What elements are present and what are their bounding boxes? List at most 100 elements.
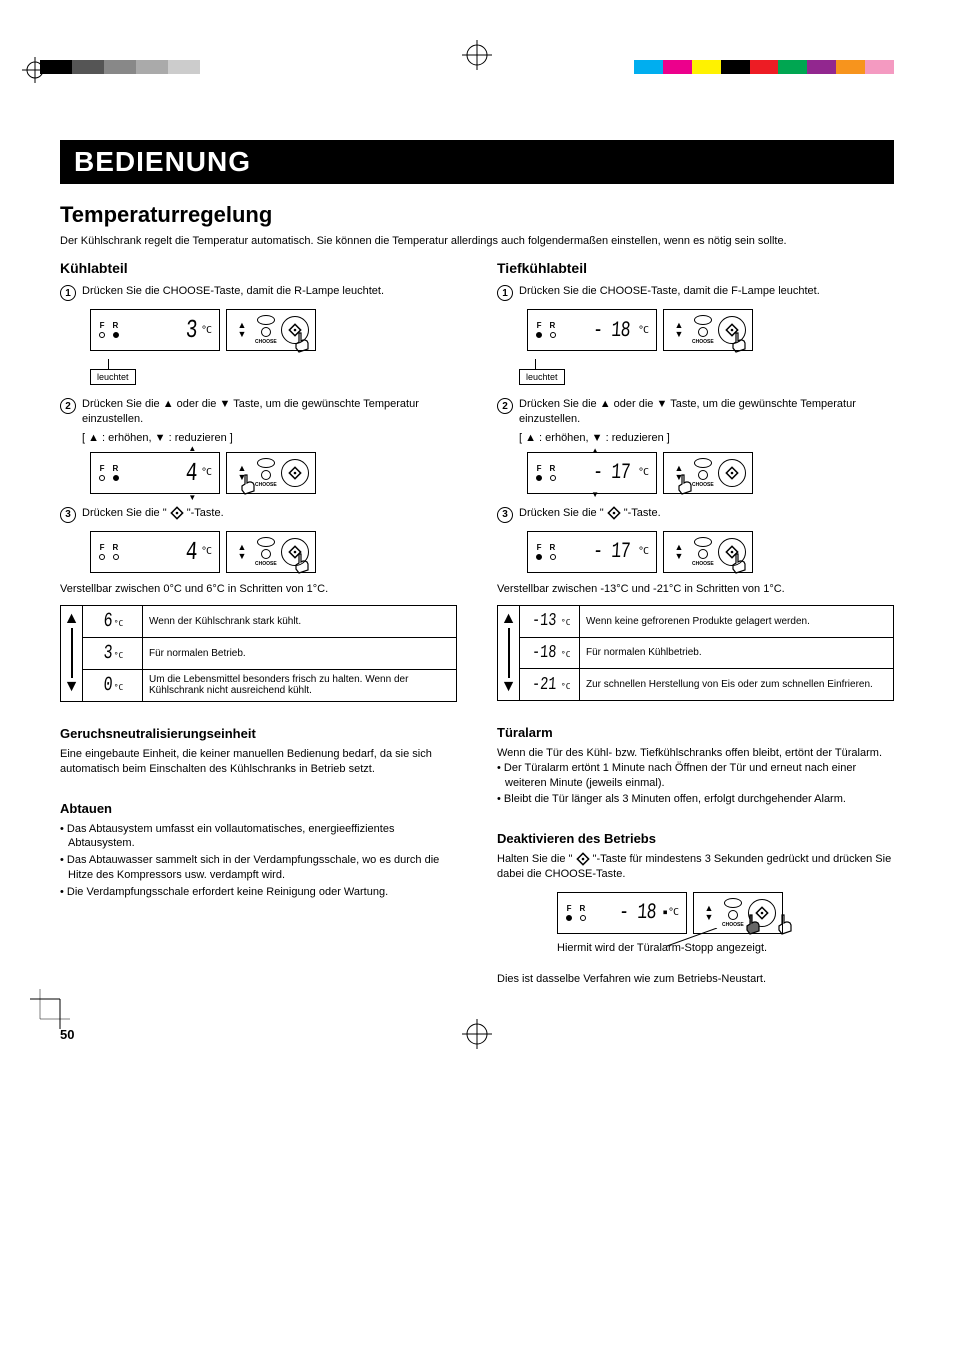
right-step-1: 1 Drücken Sie die CHOOSE-Taste, damit di… [497,284,894,301]
step-text: Drücken Sie die CHOOSE-Taste, damit die … [519,284,820,298]
temp-value: 3 [185,315,198,345]
grey-swatches [40,60,200,74]
turalarm-heading: Türalarm [497,725,894,740]
callout-line [108,359,457,369]
leuchtet-label: leuchtet [519,369,565,385]
tiefkuhlabteil-heading: Tiefkühlabteil [497,260,894,276]
choose-button[interactable]: CHOOSE [692,315,714,345]
choose-button[interactable]: CHOOSE [692,537,714,567]
arrow-scale-icon: ▲▼ [61,606,82,700]
list-item: Der Türalarm ertönt 1 Minute nach Öffnen… [497,761,894,791]
left-step-3: 3 Drücken Sie die " "-Taste. [60,506,457,523]
abtauen-list: Das Abtausystem umfasst ein vollautomati… [60,822,457,900]
temp-value: - 18 [592,318,630,343]
range-caption: Verstellbar zwischen 0°C und 6°C in Schr… [60,583,457,595]
abtauen-heading: Abtauen [60,801,457,816]
hand-pointer-icon [290,551,314,580]
hand-pointer-icon [236,472,260,501]
list-item: Die Verdampfungsschale erfordert keine R… [60,885,457,900]
step-number-icon: 3 [60,507,76,523]
set-button[interactable] [718,459,746,487]
up-down-button[interactable]: ▲▼ [233,543,251,561]
lcd-display: FR - 17°C [527,531,657,573]
color-swatches [634,60,894,74]
up-down-button[interactable]: ▲▼ [670,321,688,339]
arrow-scale-icon: ▲▼ [498,606,519,700]
step-number-icon: 2 [60,398,76,414]
temp-range-table: ▲▼ -13°C Wenn keine gefrorenen Produkte … [497,605,894,701]
section-title: Temperaturregelung [60,202,894,228]
hand-pointer-icon [727,330,751,359]
lcd-display: FR 3°C [90,309,220,351]
geruch-text: Eine eingebaute Einheit, die keiner manu… [60,747,457,777]
lcd-display: FR ▲ 4°C ▼ [90,452,220,494]
choose-button[interactable]: CHOOSE [255,315,277,345]
left-column: Kühlabteil 1 Drücken Sie die CHOOSE-Tast… [60,260,457,987]
display-panel-1: FR - 18°C ▲▼ CHOOSE [527,309,894,351]
leuchtet-label: leuchtet [90,369,136,385]
registration-mark-bottom [462,1019,492,1052]
temp-value: - 17 [592,539,630,564]
lcd-display: FR 4°C [90,531,220,573]
table-row: Zur schnellen Herstellung von Eis oder z… [580,669,894,701]
up-down-button[interactable]: ▲▼ [700,904,718,922]
display-panel-2: FR ▲ - 17°C ▼ ▲▼ CHOOSE [527,452,894,494]
corner-mark-bl [30,989,70,1032]
table-row: Wenn keine gefrorenen Produkte gelagert … [580,605,894,637]
page: BEDIENUNG Temperaturregelung Der Kühlsch… [0,0,954,1082]
step-number-icon: 1 [497,285,513,301]
left-step-1: 1 Drücken Sie die CHOOSE-Taste, damit di… [60,284,457,301]
registration-mark-top [462,40,492,73]
temp-value: 4 [185,458,198,488]
step-text: Drücken Sie die " "-Taste. [519,506,661,520]
hand-pointer-icon [673,472,697,501]
step-number-icon: 2 [497,398,513,414]
hand-pointer-icon [727,551,751,580]
table-row: Wenn der Kühlschrank stark kühlt. [143,605,457,637]
left-step-2: 2 Drücken Sie die ▲ oder die ▼ Taste, um… [60,397,457,426]
list-item: Das Abtauwasser sammelt sich in der Verd… [60,853,457,883]
two-column-layout: Kühlabteil 1 Drücken Sie die CHOOSE-Tast… [60,260,894,987]
temp-value: 4 [185,537,198,567]
range-caption: Verstellbar zwischen -13°C und -21°C in … [497,583,894,595]
deakt-text: Halten Sie die " "-Taste für mindestens … [497,852,894,882]
step2-note: [ ▲ : erhöhen, ▼ : reduzieren ] [519,432,894,444]
deakt-final: Dies ist dasselbe Verfahren wie zum Betr… [497,972,894,987]
step-text: Drücken Sie die " "-Taste. [82,506,224,520]
temp-value: - 18 [618,900,656,925]
callout-line [535,359,894,369]
kuhlabteil-heading: Kühlabteil [60,260,457,276]
right-step-2: 2 Drücken Sie die ▲ oder die ▼ Taste, um… [497,397,894,426]
deakt-callout: Hiermit wird der Türalarm-Stopp angezeig… [557,942,894,954]
step-text: Drücken Sie die CHOOSE-Taste, damit die … [82,284,384,298]
step-text: Drücken Sie die ▲ oder die ▼ Taste, um d… [519,397,894,426]
up-down-button[interactable]: ▲▼ [670,543,688,561]
temp-range-table: ▲▼ 6°C Wenn der Kühlschrank stark kühlt.… [60,605,457,702]
up-down-button[interactable]: ▲▼ [233,321,251,339]
lcd-display: FR ▲ - 17°C ▼ [527,452,657,494]
display-panel-2: FR ▲ 4°C ▼ ▲▼ CHOOSE [90,452,457,494]
turalarm-intro: Wenn die Tür des Kühl- bzw. Tiefkühlschr… [497,746,894,761]
table-row: Um die Lebensmittel besonders frisch zu … [143,669,457,701]
list-item: Bleibt die Tür länger als 3 Minuten offe… [497,792,894,807]
side-reg-left [20,55,50,88]
deakt-heading: Deaktivieren des Betriebs [497,831,894,846]
hand-pointer-icon [290,330,314,359]
set-button[interactable] [281,459,309,487]
lcd-display: FR - 18°C [527,309,657,351]
step-number-icon: 1 [60,285,76,301]
display-panel-3: FR - 17°C ▲▼ CHOOSE [527,531,894,573]
step2-note: [ ▲ : erhöhen, ▼ : reduzieren ] [82,432,457,444]
main-title: BEDIENUNG [60,140,894,184]
turalarm-list: Der Türalarm ertönt 1 Minute nach Öffnen… [497,761,894,808]
table-row: Für normalen Kühlbetrieb. [580,637,894,669]
display-panel-3: FR 4°C ▲▼ CHOOSE [90,531,457,573]
step-text: Drücken Sie die ▲ oder die ▼ Taste, um d… [82,397,457,426]
intro-text: Der Kühlschrank regelt die Temperatur au… [60,234,894,248]
content: BEDIENUNG Temperaturregelung Der Kühlsch… [60,140,894,1042]
list-item: Das Abtausystem umfasst ein vollautomati… [60,822,457,852]
choose-button[interactable]: CHOOSE [255,537,277,567]
temp-value: - 17 [592,460,630,485]
right-column: Tiefkühlabteil 1 Drücken Sie die CHOOSE-… [497,260,894,987]
right-step-3: 3 Drücken Sie die " "-Taste. [497,506,894,523]
